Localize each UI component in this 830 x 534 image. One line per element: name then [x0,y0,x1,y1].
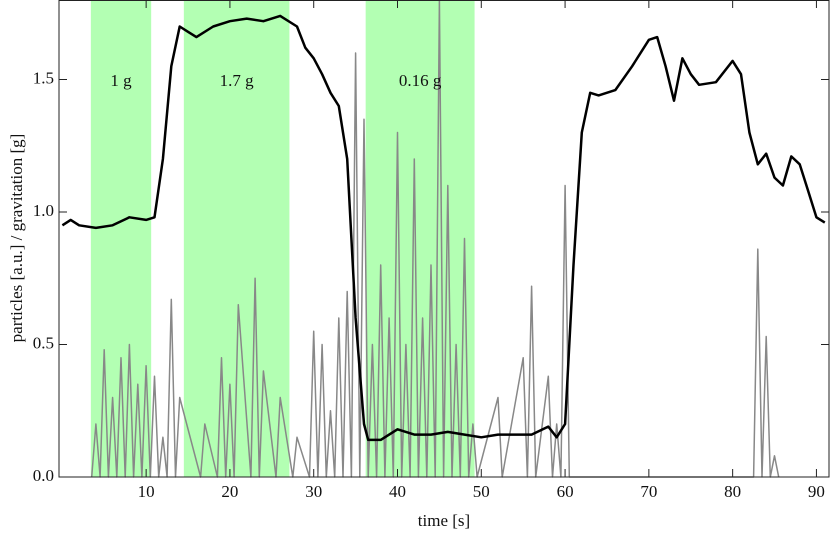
region-label: 1.7 g [220,71,255,90]
region-label: 0.16 g [399,71,442,90]
data-line [61,14,826,442]
x-tick-label: 30 [305,482,322,501]
x-tick-label: 90 [808,482,825,501]
x-tick-label: 20 [221,482,238,501]
y-tick-label: 1.0 [33,201,54,220]
y-tick-label: 1.5 [33,68,54,87]
region-label: 1 g [110,71,132,90]
x-tick-label: 80 [724,482,741,501]
y-tick-label: 0.0 [33,466,54,485]
x-tick-label: 60 [557,482,574,501]
series-group [61,0,826,478]
x-tick-label: 40 [389,482,406,501]
shaded-region [90,0,152,477]
plot-frame [58,0,830,478]
y-tick-label: 0.5 [33,333,54,352]
x-tick-label: 10 [138,482,155,501]
x-axis-label: time [s] [418,511,470,530]
y-axis-label: particles [a.u.] / gravitation [g] [7,134,26,343]
x-tick-label: 70 [640,482,657,501]
shades [90,0,475,477]
x-tick-label: 50 [473,482,490,501]
